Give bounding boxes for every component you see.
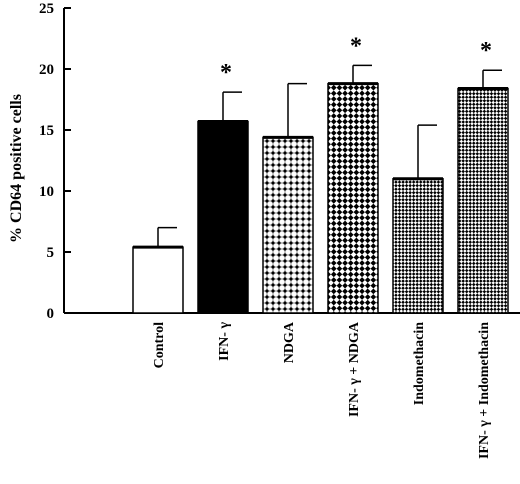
y-axis-title: % CD64 positive cells [8, 94, 25, 243]
y-tick-label: 20 [39, 62, 54, 78]
significance-marker: * [220, 60, 232, 86]
category-label: IFN- γ + NDGA [347, 321, 362, 417]
bar [327, 82, 379, 314]
bars [132, 64, 509, 314]
y-tick-label: 10 [39, 184, 54, 200]
significance-marker: * [350, 33, 362, 59]
category-label: IFN- γ + Indomethacin [477, 322, 492, 459]
labels: Control * IFN- γ NDGA * IFN- γ + NDGA Indometh… [152, 33, 492, 459]
y-tick-label: 0 [47, 306, 55, 322]
bar [132, 246, 184, 314]
y-tick-label: 25 [39, 1, 54, 17]
y-tick-label: 5 [47, 245, 55, 261]
bar [197, 120, 249, 314]
bar [262, 136, 314, 314]
bar [392, 178, 444, 314]
bar [457, 87, 509, 314]
category-label: Control [152, 322, 167, 369]
y-tick-label: 15 [39, 123, 54, 139]
significance-marker: * [480, 38, 492, 64]
category-label: IFN- γ [217, 322, 232, 361]
category-label: NDGA [282, 321, 297, 363]
category-label: Indomethacin [412, 322, 427, 405]
